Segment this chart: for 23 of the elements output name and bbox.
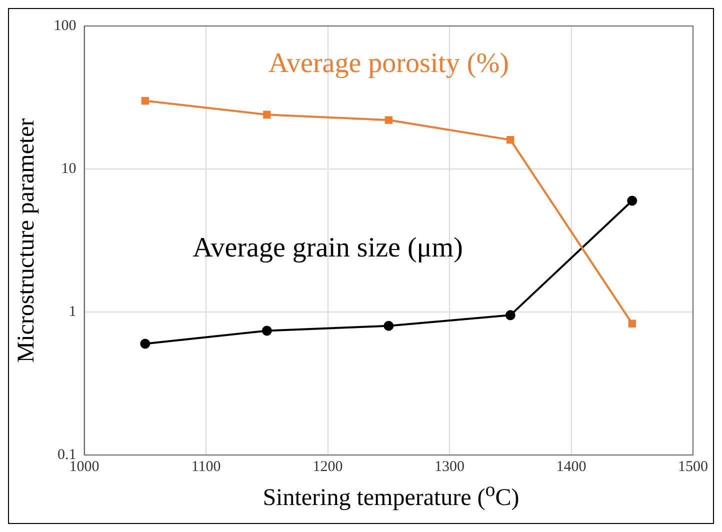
point: [505, 310, 516, 320]
point: [141, 96, 149, 105]
y-tick-label: 1: [68, 304, 76, 320]
x-tick-label: 1400: [556, 458, 586, 475]
y-tick-label: 100: [54, 18, 76, 34]
x-tick-label: 1000: [69, 458, 100, 475]
x-tick-label: 1200: [312, 458, 343, 475]
point: [262, 326, 272, 336]
x-tick-label: 1100: [191, 458, 221, 475]
point: [140, 338, 150, 349]
point: [384, 116, 392, 124]
y-axis-title: Microstructure parameter: [14, 118, 40, 363]
point: [384, 320, 394, 331]
x-axis-title: Sintering temperature ($^{o}$C): [262, 479, 520, 512]
point: [627, 196, 638, 206]
point: [263, 110, 271, 118]
series-label: Average grain size (μm): [192, 232, 463, 264]
x-tick-label: 1500: [678, 458, 708, 475]
y-tick-label: 10: [61, 160, 76, 177]
point: [628, 320, 636, 328]
x-tick-label: 1300: [434, 458, 465, 475]
series-label: Average porosity (%): [268, 48, 509, 79]
point: [506, 136, 514, 144]
